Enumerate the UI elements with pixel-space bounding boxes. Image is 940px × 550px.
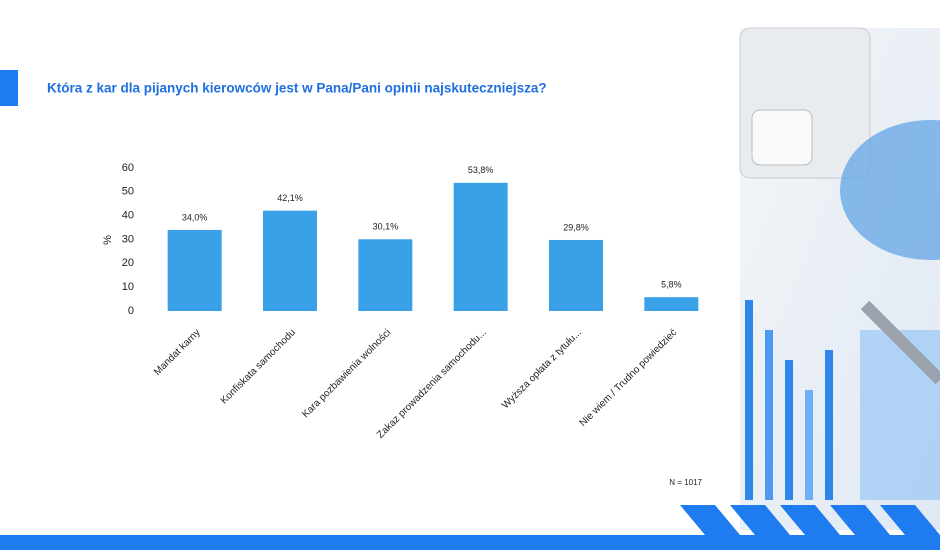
bar xyxy=(358,239,413,311)
x-tick-label: Nie wiem / Trudno powiedzieć xyxy=(578,327,680,429)
value-label: 5,8% xyxy=(661,280,682,290)
decorative-photo xyxy=(739,27,940,530)
y-tick-label: 30 xyxy=(122,233,134,245)
chevrons xyxy=(680,505,940,535)
accent-block xyxy=(0,70,18,106)
value-label: 30,1% xyxy=(373,222,399,232)
x-tick-label: Kara pozbawienia wolności xyxy=(300,327,393,420)
x-tick-label: Konfiskata samochodu xyxy=(219,327,298,406)
footer-band xyxy=(0,535,940,550)
bar xyxy=(453,182,508,311)
y-tick-label: 50 xyxy=(122,186,134,198)
bar xyxy=(644,297,699,311)
chart-title: Która z kar dla pijanych kierowców jest … xyxy=(47,81,547,96)
y-tick-label: 0 xyxy=(128,305,134,317)
x-tick-label: Mandat karny xyxy=(152,327,203,378)
bar xyxy=(549,239,603,311)
bar xyxy=(263,210,317,311)
y-tick-label: 20 xyxy=(122,257,134,269)
value-label: 42,1% xyxy=(277,193,303,203)
y-axis-label: % xyxy=(102,235,114,245)
annotation: N = 1017 xyxy=(669,478,702,487)
value-label: 53,8% xyxy=(468,165,494,175)
value-label: 34,0% xyxy=(182,212,208,222)
value-label: 29,8% xyxy=(563,222,589,232)
y-tick-label: 40 xyxy=(122,210,134,222)
bar xyxy=(167,229,222,311)
x-tick-label: Wyższa opłata z tytułu... xyxy=(500,327,584,411)
x-tick-label: Zakaz prowadzenia samochodu... xyxy=(375,327,489,441)
y-tick-label: 60 xyxy=(122,162,134,174)
y-tick-label: 10 xyxy=(122,281,134,293)
